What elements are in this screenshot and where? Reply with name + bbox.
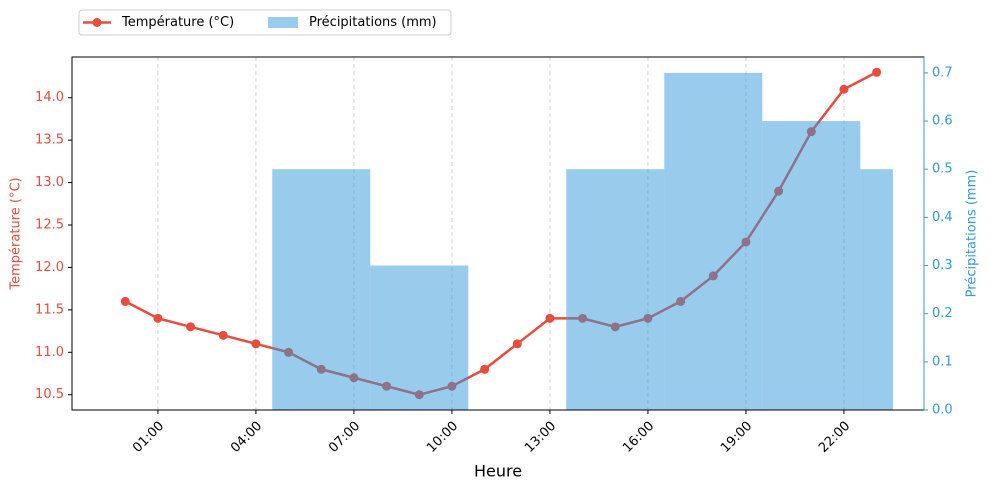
precipitation-bar (762, 121, 861, 410)
y-tick-label: 12.0 (35, 260, 64, 275)
temperature-marker (218, 330, 228, 340)
x-tick-label: 10:00 (424, 419, 461, 456)
temperature-marker (153, 313, 163, 323)
temperature-marker (480, 364, 490, 374)
y-tick-label: 10.5 (35, 387, 64, 402)
y-axis-label: Température (°C) (9, 177, 24, 290)
y2-tick-label: 0.2 (932, 306, 953, 321)
temperature-marker (186, 322, 196, 332)
y-tick-label: 13.5 (35, 133, 64, 148)
x-tick-label: 07:00 (326, 419, 363, 456)
temperature-marker (120, 296, 130, 306)
y-tick-label: 13.0 (35, 175, 64, 190)
x-tick-label: 16:00 (620, 419, 657, 456)
precipitation-bar (272, 169, 371, 410)
y-tick-label: 14.0 (35, 90, 64, 105)
precipitation-bar (370, 265, 469, 410)
legend-label: Précipitations (mm) (309, 15, 437, 30)
y-tick-label: 11.0 (35, 345, 64, 360)
y-tick-label: 12.5 (35, 218, 64, 233)
legend-swatch (268, 17, 298, 28)
precipitation-bar (566, 169, 665, 410)
y2-tick-label: 0.6 (932, 114, 953, 129)
legend-box (78, 9, 452, 36)
x-tick-label: 01:00 (130, 419, 167, 456)
y2-tick-label: 0.7 (932, 65, 953, 80)
legend-marker (92, 18, 102, 27)
y2-tick-label: 0.0 (932, 403, 953, 418)
precipitation-bar (860, 169, 893, 410)
precipitation-bar (664, 72, 763, 411)
temperature-marker (512, 339, 522, 349)
temperature-marker (872, 67, 882, 77)
x-tick-label: 13:00 (522, 419, 559, 456)
x-tick-label: 22:00 (816, 419, 853, 456)
y2-tick-label: 0.4 (932, 210, 953, 225)
x-tick-label: 19:00 (718, 419, 755, 456)
legend-label: Température (°C) (121, 15, 234, 30)
y2-tick-label: 0.3 (932, 258, 953, 273)
y2-tick-label: 0.5 (932, 162, 953, 177)
temperature-marker (545, 313, 555, 323)
temperature-marker (251, 339, 261, 349)
x-axis-label: Heure (474, 462, 522, 481)
y-tick-label: 11.5 (35, 302, 64, 317)
x-tick-label: 04:00 (228, 419, 265, 456)
y2-axis-label: Précipitations (mm) (965, 170, 980, 298)
y2-tick-label: 0.1 (932, 354, 953, 369)
temperature-marker (839, 84, 849, 94)
